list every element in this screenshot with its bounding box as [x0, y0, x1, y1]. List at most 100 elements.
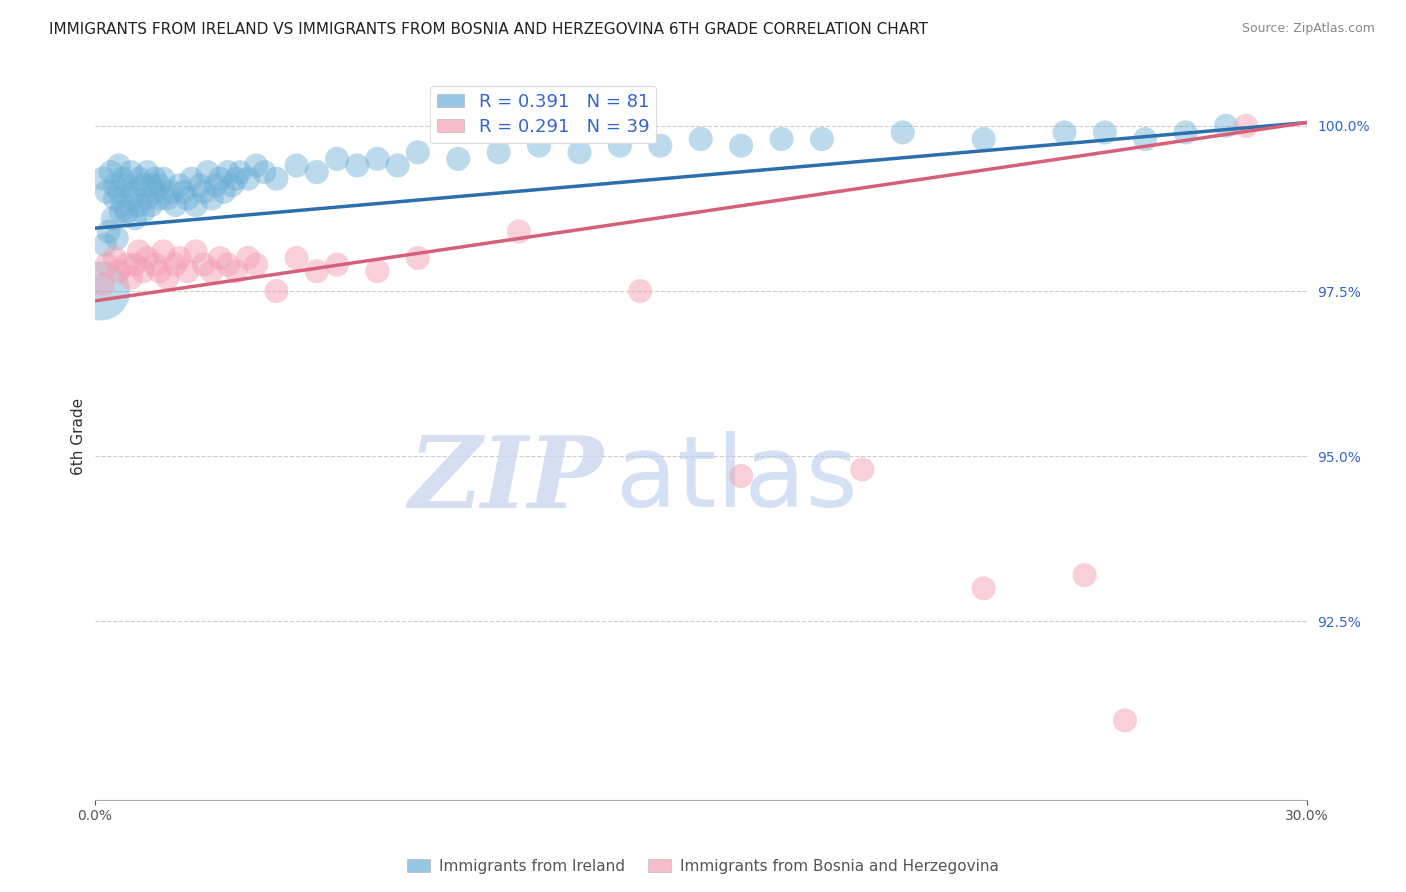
Point [128, 171, 150, 186]
Point [101, 211, 124, 226]
Point [305, 264, 328, 278]
Point [366, 264, 388, 278]
Point [1053, 125, 1076, 139]
Point [152, 244, 174, 259]
Point [1215, 119, 1237, 133]
Point [197, 165, 219, 179]
Legend: R = 0.391   N = 81, R = 0.291   N = 39: R = 0.391 N = 81, R = 0.291 N = 39 [430, 86, 657, 144]
Point [508, 225, 530, 239]
Point [527, 138, 550, 153]
Point [93, 237, 115, 252]
Point [568, 145, 591, 160]
Point [143, 185, 166, 199]
Point [730, 469, 752, 483]
Text: Source: ZipAtlas.com: Source: ZipAtlas.com [1241, 22, 1375, 36]
Point [160, 185, 183, 199]
Point [143, 258, 166, 272]
Point [188, 178, 211, 193]
Point [96, 258, 118, 272]
Point [169, 251, 191, 265]
Point [124, 211, 146, 226]
Point [366, 152, 388, 166]
Point [96, 185, 118, 199]
Text: atlas: atlas [616, 432, 858, 528]
Point [201, 264, 224, 278]
Point [91, 171, 114, 186]
Point [104, 192, 127, 206]
Point [136, 251, 159, 265]
Point [105, 231, 128, 245]
Point [100, 165, 122, 179]
Point [156, 192, 179, 206]
Point [236, 171, 259, 186]
Point [285, 159, 308, 173]
Y-axis label: 6th Grade: 6th Grade [72, 398, 86, 475]
Point [628, 284, 651, 298]
Point [128, 244, 150, 259]
Point [225, 264, 247, 278]
Point [148, 178, 170, 193]
Point [172, 185, 194, 199]
Point [1174, 125, 1197, 139]
Point [132, 204, 155, 219]
Point [406, 251, 429, 265]
Point [217, 165, 239, 179]
Point [124, 258, 146, 272]
Point [148, 192, 170, 206]
Point [208, 251, 231, 265]
Point [184, 244, 207, 259]
Point [132, 178, 155, 193]
Text: IMMIGRANTS FROM IRELAND VS IMMIGRANTS FROM BOSNIA AND HERZEGOVINA 6TH GRADE CORR: IMMIGRANTS FROM IRELAND VS IMMIGRANTS FR… [49, 22, 928, 37]
Point [221, 178, 243, 193]
Point [891, 125, 914, 139]
Point [201, 192, 224, 206]
Point [326, 152, 349, 166]
Point [124, 185, 146, 199]
Point [104, 178, 127, 193]
Point [108, 185, 131, 199]
Point [141, 198, 163, 212]
Point [266, 284, 288, 298]
Point [165, 198, 187, 212]
Point [851, 462, 873, 476]
Point [1094, 125, 1116, 139]
Point [689, 132, 711, 146]
Point [111, 171, 134, 186]
Point [245, 258, 267, 272]
Point [136, 192, 159, 206]
Point [156, 270, 179, 285]
Point [1073, 568, 1095, 582]
Point [97, 225, 120, 239]
Point [229, 165, 252, 179]
Point [180, 171, 202, 186]
Point [115, 258, 138, 272]
Point [165, 258, 187, 272]
Point [128, 198, 150, 212]
Text: ZIP: ZIP [409, 432, 603, 528]
Point [488, 145, 510, 160]
Point [90, 284, 112, 298]
Point [208, 171, 231, 186]
Point [305, 165, 328, 179]
Point [1234, 119, 1257, 133]
Point [136, 165, 159, 179]
Point [212, 185, 235, 199]
Point [650, 138, 672, 153]
Point [326, 258, 349, 272]
Point [176, 192, 198, 206]
Point [169, 178, 191, 193]
Point [143, 171, 166, 186]
Point [217, 258, 239, 272]
Point [120, 192, 142, 206]
Point [770, 132, 793, 146]
Point [115, 204, 138, 219]
Point [176, 264, 198, 278]
Point [141, 178, 163, 193]
Point [266, 171, 288, 186]
Point [108, 264, 131, 278]
Point [346, 159, 368, 173]
Point [115, 178, 138, 193]
Point [148, 264, 170, 278]
Point [110, 204, 132, 219]
Point [245, 159, 267, 173]
